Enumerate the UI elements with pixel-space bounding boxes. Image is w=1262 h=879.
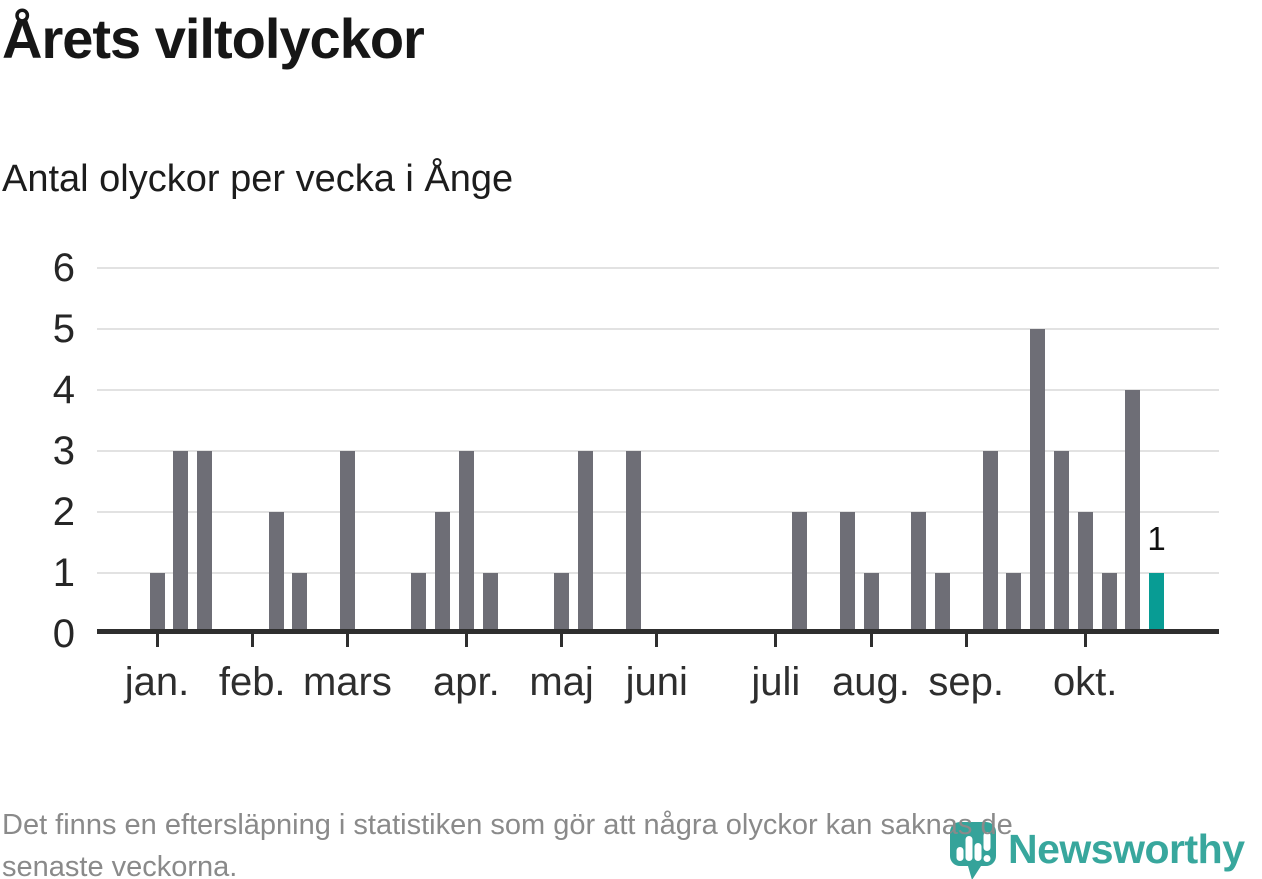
- bar-week-33: [934, 573, 950, 634]
- y-axis-label-3: 3: [52, 429, 75, 473]
- x-axis-label-maj: maj: [529, 660, 594, 704]
- gridline-y4: [97, 389, 1219, 391]
- x-axis-line: [97, 629, 1219, 634]
- y-axis-label-5: 5: [52, 307, 75, 351]
- highlighted-bar-week-42: [1149, 573, 1165, 634]
- logo-bar-medium: [974, 843, 982, 861]
- highlight-value-label: 1: [1147, 520, 1166, 557]
- bar-week-6: [292, 573, 308, 634]
- bar-week-20: [625, 451, 641, 634]
- x-axis-label-juli: juli: [751, 660, 801, 704]
- x-axis-tick-sep: [964, 634, 968, 647]
- bar-week-32: [911, 512, 927, 634]
- chart-subtitle: Antal olyckor per vecka i Ånge: [2, 158, 514, 200]
- x-axis-tick-mars: [345, 634, 349, 647]
- bar-week-37: [1030, 329, 1046, 634]
- y-axis-label-0: 0: [52, 612, 75, 656]
- x-axis-label-jan: jan.: [124, 660, 190, 704]
- x-axis-label-mars: mars: [302, 660, 392, 704]
- bar-week-27: [792, 512, 808, 634]
- y-axis-label-4: 4: [52, 368, 75, 412]
- y-axis-label-6: 6: [52, 246, 75, 290]
- gridline-y3: [97, 450, 1219, 452]
- bar-week-38: [1053, 451, 1069, 634]
- x-axis-tick-feb: [250, 634, 254, 647]
- x-axis-label-juni: juni: [625, 660, 688, 704]
- bar-week-12: [435, 512, 451, 634]
- x-axis-tick-juli: [774, 634, 778, 647]
- chart-title: Årets viltolyckor: [2, 7, 425, 70]
- gridline-y6: [97, 267, 1219, 269]
- bar-week-30: [863, 573, 879, 634]
- bar-week-8: [339, 451, 355, 634]
- bar-week-14: [482, 573, 498, 634]
- bar-week-35: [982, 451, 998, 634]
- bar-week-41: [1125, 390, 1141, 634]
- x-axis-label-aug: aug.: [832, 660, 910, 704]
- x-axis-label-apr: apr.: [433, 660, 500, 704]
- logo-exclamation-bar: [983, 832, 991, 851]
- x-axis-tick-juni: [655, 634, 659, 647]
- gridline-y5: [97, 328, 1219, 330]
- bar-week-0: [149, 573, 165, 634]
- x-axis-label-okt: okt.: [1052, 660, 1118, 704]
- bar-week-40: [1101, 573, 1117, 634]
- footnote-line-2: senaste veckorna.: [2, 851, 238, 879]
- logo-exclamation-dot: [983, 855, 991, 862]
- x-axis-tick-okt: [1083, 634, 1087, 647]
- bar-week-36: [1006, 573, 1022, 634]
- y-axis-label-1: 1: [52, 551, 75, 595]
- bar-week-5: [268, 512, 284, 634]
- x-axis-tick-apr: [464, 634, 468, 647]
- x-axis-tick-aug: [869, 634, 873, 647]
- newsworthy-logo-text: Newsworthy: [1008, 826, 1245, 872]
- bar-week-18: [577, 451, 593, 634]
- bar-week-29: [839, 512, 855, 634]
- x-axis-tick-jan: [155, 634, 159, 647]
- newsworthy-bubble-chart-icon: [950, 822, 996, 879]
- bar-week-11: [411, 573, 427, 634]
- gridline-y2: [97, 511, 1219, 513]
- bar-week-17: [554, 573, 570, 634]
- x-axis-label-feb: feb.: [218, 660, 286, 704]
- y-axis-label-2: 2: [52, 490, 75, 534]
- bar-week-2: [197, 451, 213, 634]
- logo-bar-short: [956, 847, 964, 861]
- gridline-y1: [97, 572, 1219, 574]
- bar-week-1: [173, 451, 189, 634]
- footnote-line-1: Det finns en eftersläpning i statistiken…: [2, 809, 1013, 841]
- footnote: Det finns en eftersläpning i statistiken…: [2, 804, 1013, 879]
- x-axis-tick-maj: [560, 634, 564, 647]
- bar-week-39: [1077, 512, 1093, 634]
- logo-bar-tall: [965, 836, 973, 861]
- x-axis-label-sep: sep.: [928, 660, 1004, 704]
- bar-week-13: [458, 451, 474, 634]
